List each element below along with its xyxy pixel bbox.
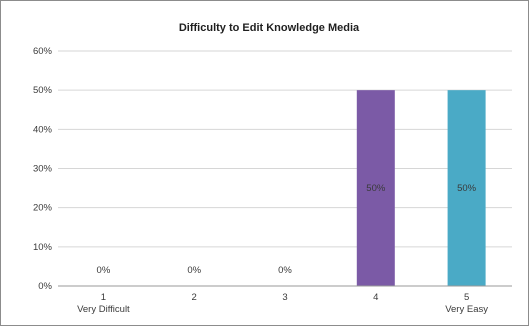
gridlines <box>58 50 512 248</box>
y-tick-label: 40% <box>33 124 53 135</box>
y-tick-label: 0% <box>38 281 52 292</box>
x-tick-label: 2 <box>192 292 197 303</box>
x-tick-label: 5 <box>464 292 469 303</box>
y-tick-label: 50% <box>33 85 53 96</box>
data-label: 0% <box>97 265 111 276</box>
y-tick-label: 60% <box>33 46 53 57</box>
bar-5 <box>447 90 486 287</box>
x-tick-label: 1 <box>101 292 106 303</box>
bars <box>356 90 486 287</box>
y-tick-label: 30% <box>33 164 53 175</box>
y-tick-label: 10% <box>33 242 53 253</box>
data-label: 50% <box>366 183 386 194</box>
y-tick-label: 20% <box>33 203 53 214</box>
y-axis-ticks: 0% 10% 20% 30% 40% 50% 60% <box>33 46 53 292</box>
bar-4 <box>356 90 395 287</box>
data-label: 50% <box>457 183 477 194</box>
x-tick-sublabel: Very Easy <box>445 304 488 315</box>
data-labels: 0% 0% 0% 50% 50% <box>97 183 477 276</box>
chart-title: Difficulty to Edit Knowledge Media <box>179 22 360 34</box>
x-tick-label: 3 <box>282 292 287 303</box>
x-tick-label: 4 <box>373 292 378 303</box>
x-tick-sublabel: Very Difficult <box>77 304 130 315</box>
data-label: 0% <box>187 265 201 276</box>
data-label: 0% <box>278 265 292 276</box>
